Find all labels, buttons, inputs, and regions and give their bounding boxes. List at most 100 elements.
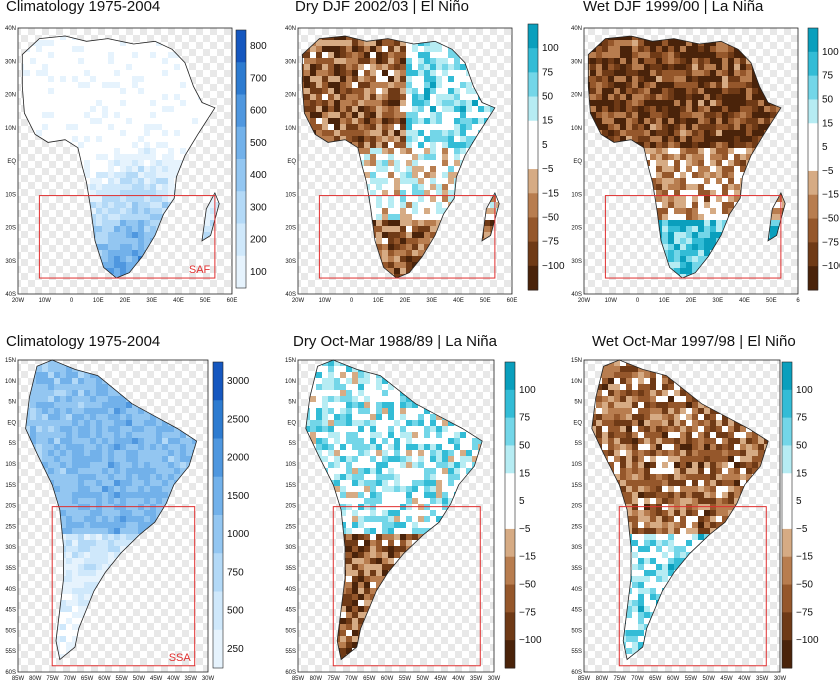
colorbar-label: 5 <box>542 140 548 151</box>
lon-tick-label: 40E <box>739 298 750 304</box>
lat-tick-label: EQ <box>287 420 296 426</box>
coastline <box>587 35 782 279</box>
colorbar-segment <box>528 96 538 122</box>
coastline <box>21 35 216 279</box>
colorbar-segment <box>236 94 246 128</box>
lat-tick-label: 55S <box>285 649 296 655</box>
colorbar-label: 50 <box>519 440 531 451</box>
lon-tick-label: 65W <box>363 676 376 682</box>
lat-tick-label: 10S <box>5 192 16 198</box>
lon-tick-label: 40W <box>452 676 465 682</box>
colorbar-segment <box>528 241 538 267</box>
lon-tick-label: 30E <box>146 298 157 304</box>
colorbar-segment <box>808 99 818 124</box>
lat-tick-label: 35S <box>285 566 296 572</box>
lat-tick-label: 30N <box>571 59 582 65</box>
colorbar-segment <box>782 389 792 419</box>
lat-tick-label: 5N <box>8 400 16 406</box>
lat-tick-label: 40N <box>285 26 296 32</box>
lat-tick-label: 50S <box>571 628 582 634</box>
colorbar-segment <box>782 417 792 446</box>
colorbar-segment <box>213 591 223 631</box>
lat-tick-label: EQ <box>287 159 296 165</box>
map-panel-4: SSA 15N 10N 5N EQ 5S 10S 15S 20S 25S 30S 35S 40S 45S 5… <box>5 358 250 682</box>
colorbar-label: −5 <box>822 166 834 177</box>
lat-tick-label: 10N <box>285 379 296 385</box>
lat-tick-label: 30S <box>5 545 16 551</box>
lon-tick-label: 85W <box>578 676 591 682</box>
lon-tick-label: 60E <box>227 298 238 304</box>
map-frame <box>17 27 233 295</box>
lat-tick-label: 15N <box>285 358 296 364</box>
lon-tick-label: 40W <box>738 676 751 682</box>
region-box <box>318 195 496 279</box>
colorbar-segment <box>782 501 792 530</box>
lat-tick-label: 5N <box>288 400 296 406</box>
lat-tick-label: 20S <box>571 226 582 232</box>
map-frame <box>297 27 513 295</box>
colorbar-label: 300 <box>250 202 267 213</box>
colorbar-segment <box>236 223 246 257</box>
colorbar-segment <box>528 72 538 98</box>
lat-tick-label: 20S <box>5 226 16 232</box>
lon-tick-label: 75W <box>327 676 340 682</box>
lat-tick-label: 5S <box>9 441 16 447</box>
colorbar-segment <box>505 362 515 391</box>
lat-tick-label: 45S <box>571 608 582 614</box>
lon-tick-label: 85W <box>292 676 305 682</box>
colorbar-segment <box>808 123 818 148</box>
lat-tick-label: 20S <box>5 504 16 510</box>
colorbar-label: −100 <box>542 261 565 272</box>
colorbar-segment <box>782 445 792 474</box>
colorbar-label: 50 <box>796 440 808 451</box>
map-panel-5: 15N 10N 5N EQ 5S 10S 15S 20S 25S 30S 35S 40S 45S 50S 5… <box>285 358 542 682</box>
lat-tick-label: 10N <box>5 126 16 132</box>
colorbar-label: −100 <box>519 635 542 646</box>
region-box <box>332 506 481 667</box>
colorbar-segment <box>505 612 515 641</box>
lon-tick-label: 20E <box>400 298 411 304</box>
lon-tick-label: 40E <box>173 298 184 304</box>
lat-tick-label: 15N <box>5 358 16 364</box>
region-label: SAF <box>189 264 211 276</box>
lat-tick-label: 30S <box>285 259 296 265</box>
colorbar-1: 800 700 600 500 400 300 200 100 <box>235 29 267 289</box>
lon-tick-label: 65W <box>649 676 662 682</box>
colorbar-segment <box>505 473 515 502</box>
lat-tick-label: 15N <box>571 358 582 364</box>
lat-tick-label: 15S <box>5 483 16 489</box>
colorbar-segment <box>528 120 538 146</box>
lat-tick-label: 30S <box>5 259 16 265</box>
colorbar-label: −50 <box>519 580 536 591</box>
colorbar-label: 200 <box>250 235 267 246</box>
coastline <box>25 359 198 661</box>
colorbar-segment <box>808 170 818 196</box>
colorbar-segment <box>808 266 818 291</box>
lat-tick-label: 45S <box>5 608 16 614</box>
colorbar-label: 15 <box>796 468 808 479</box>
lat-tick-label: 10N <box>5 379 16 385</box>
lat-tick-label: 5S <box>289 441 296 447</box>
colorbar-segment <box>213 438 223 478</box>
colorbar-segment <box>505 501 515 530</box>
colorbar-segment <box>213 362 223 401</box>
lon-tick-label: 30W <box>774 676 787 682</box>
lon-tick-label: 0 <box>70 298 74 304</box>
colorbar-label: −5 <box>519 524 531 535</box>
colorbar-label: 500 <box>227 606 244 617</box>
lat-tick-label: 20N <box>571 93 582 99</box>
colorbar-label: 100 <box>822 47 839 58</box>
lon-tick-label: 70W <box>631 676 644 682</box>
lon-tick-label: 0 <box>350 298 354 304</box>
colorbar-label: 400 <box>250 170 267 181</box>
lon-tick-label: 55W <box>685 676 698 682</box>
colorbar-4: 3000 2500 2000 1500 1000 750 500 250 <box>212 361 250 669</box>
lon-tick-label: 60W <box>381 676 394 682</box>
colorbar-segment <box>505 528 515 558</box>
colorbar-segment <box>236 62 246 95</box>
lat-tick-label: 40S <box>285 587 296 593</box>
lon-tick-label: 85W <box>12 676 25 682</box>
colorbar-label: 1000 <box>227 529 250 540</box>
lon-tick-label: 50W <box>133 676 146 682</box>
